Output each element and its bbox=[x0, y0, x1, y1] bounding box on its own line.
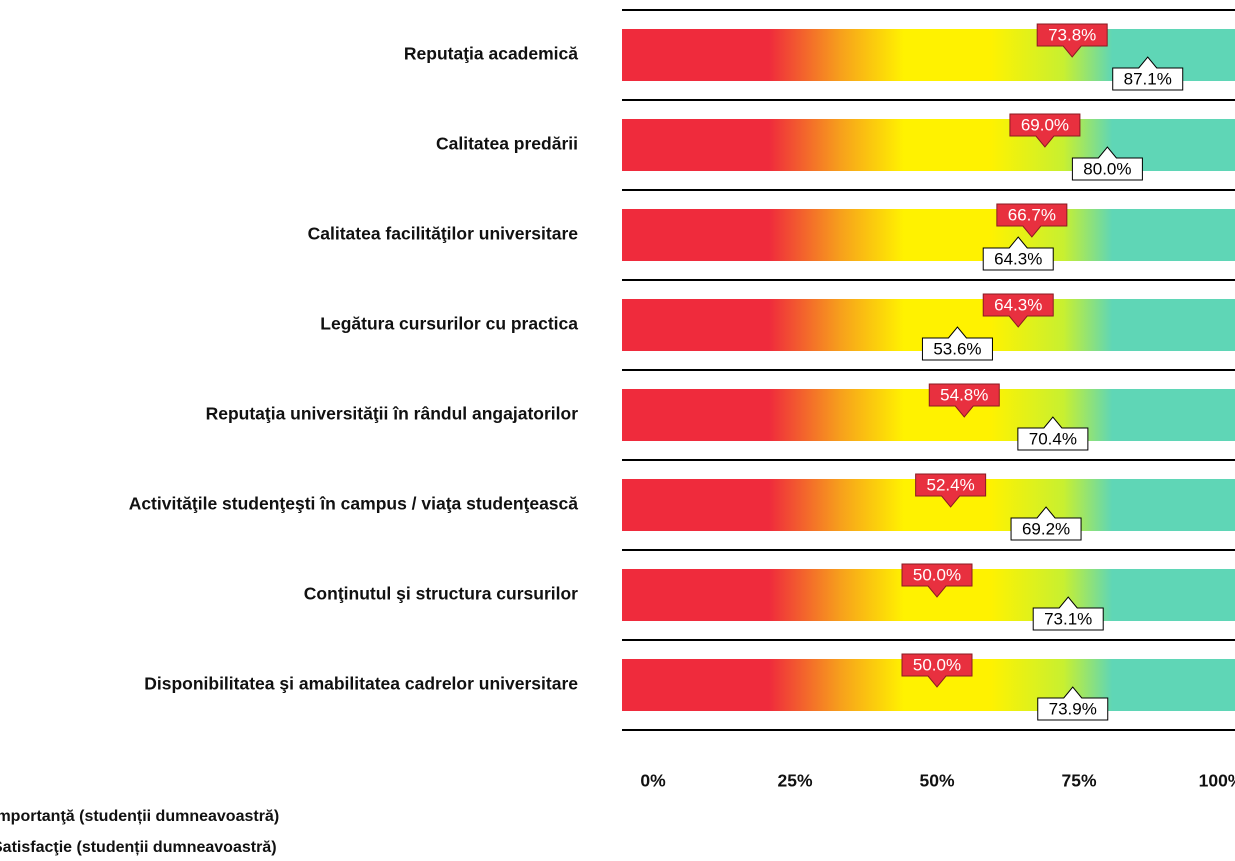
category-label: Activităţile studenţeşti în campus / via… bbox=[129, 494, 579, 514]
gradient-bar bbox=[622, 119, 1235, 171]
value-marker bbox=[1071, 146, 1143, 181]
value-marker bbox=[901, 563, 973, 598]
legend-label: Importanţă (studenții dumneavoastră) bbox=[0, 808, 279, 825]
value-label: 73.9% bbox=[1049, 699, 1097, 718]
value-marker bbox=[901, 653, 973, 688]
value-marker bbox=[1036, 23, 1108, 58]
value-label: 54.8% bbox=[940, 385, 988, 404]
value-label: 69.0% bbox=[1021, 115, 1069, 134]
value-marker bbox=[915, 473, 987, 508]
category-label: Calitatea predării bbox=[436, 134, 578, 154]
value-label: 73.1% bbox=[1044, 609, 1092, 628]
value-label: 52.4% bbox=[927, 475, 975, 494]
x-tick-label: 50% bbox=[919, 771, 954, 791]
category-label: Reputaţia academică bbox=[404, 44, 578, 64]
value-label: 50.0% bbox=[913, 565, 961, 584]
value-label: 69.2% bbox=[1022, 519, 1070, 538]
value-label: 87.1% bbox=[1124, 69, 1172, 88]
value-marker bbox=[1037, 686, 1109, 721]
value-label: 50.0% bbox=[913, 655, 961, 674]
value-label: 64.3% bbox=[994, 295, 1042, 314]
value-marker bbox=[928, 383, 1000, 418]
value-marker bbox=[1010, 506, 1082, 541]
value-label: 73.8% bbox=[1048, 25, 1096, 44]
category-label: Disponibilitatea şi amabilitatea cadrelo… bbox=[144, 674, 578, 694]
gradient-bar bbox=[622, 389, 1235, 441]
value-marker bbox=[1112, 56, 1184, 91]
x-tick-label: 25% bbox=[777, 771, 812, 791]
value-marker bbox=[1017, 416, 1089, 451]
x-tick-label: 0% bbox=[640, 771, 666, 791]
value-marker bbox=[996, 203, 1068, 238]
value-label: 80.0% bbox=[1083, 159, 1131, 178]
category-label: Calitatea facilităţilor universitare bbox=[308, 224, 579, 244]
value-marker bbox=[982, 236, 1054, 271]
value-label: 53.6% bbox=[933, 339, 981, 358]
value-label: 66.7% bbox=[1008, 205, 1056, 224]
gradient-bar bbox=[622, 209, 1235, 261]
value-marker bbox=[1032, 596, 1104, 631]
x-tick-label: 75% bbox=[1061, 771, 1096, 791]
legend-label: Satisfacţie (studenții dumneavoastră) bbox=[0, 839, 277, 856]
value-label: 70.4% bbox=[1029, 429, 1077, 448]
x-tick-label: 100% bbox=[1199, 771, 1235, 791]
value-marker bbox=[921, 326, 993, 361]
category-label: Conţinutul şi structura cursurilor bbox=[304, 584, 578, 604]
category-label: Legătura cursurilor cu practica bbox=[320, 314, 578, 334]
value-label: 64.3% bbox=[994, 249, 1042, 268]
category-label: Reputaţia universităţii în rândul angaja… bbox=[206, 404, 579, 424]
value-marker bbox=[1009, 113, 1081, 148]
value-marker bbox=[982, 293, 1054, 328]
